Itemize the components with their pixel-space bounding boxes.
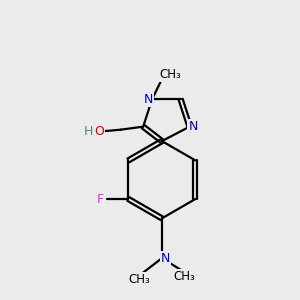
Text: O: O xyxy=(94,124,104,138)
Text: CH₃: CH₃ xyxy=(129,273,151,286)
Text: N: N xyxy=(188,120,198,133)
Text: F: F xyxy=(97,193,104,206)
Text: N: N xyxy=(144,93,153,106)
Text: CH₃: CH₃ xyxy=(173,270,195,283)
Text: H: H xyxy=(83,124,93,138)
Text: CH₃: CH₃ xyxy=(159,68,181,81)
Text: N: N xyxy=(161,252,170,265)
